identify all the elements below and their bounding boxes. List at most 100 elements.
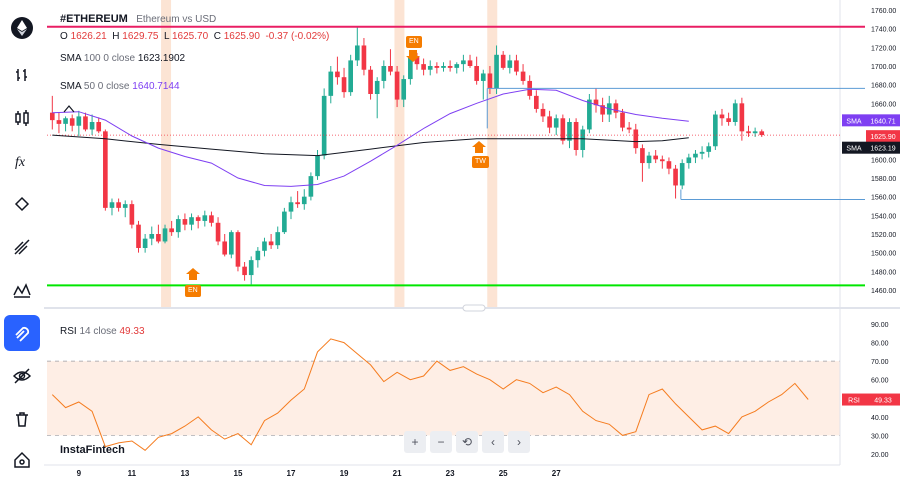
candle-body	[500, 54, 506, 68]
symbol-name[interactable]: #ETHEREUM	[60, 13, 128, 25]
candle	[136, 220, 141, 253]
rsi-tick-label: 70.00	[871, 359, 889, 366]
sma50-legend[interactable]: SMA 50 0 close 1640.7144	[60, 81, 180, 92]
candle-body	[514, 60, 519, 72]
price-tick-label: 1600.00	[871, 157, 896, 164]
candle-body	[282, 211, 287, 233]
candle	[182, 213, 188, 231]
candle	[726, 112, 731, 126]
candle	[514, 54, 519, 76]
candle-body	[83, 116, 88, 130]
logo-icon[interactable]	[4, 10, 40, 46]
candle-body	[679, 163, 685, 186]
pane-resize-handle	[462, 304, 486, 312]
candle	[156, 224, 161, 244]
symbol-description: Ethereum vs USD	[136, 14, 217, 25]
rsi-legend[interactable]: RSI 14 close 49.33	[60, 326, 145, 337]
candle-body	[613, 103, 619, 113]
home-icon[interactable]	[4, 442, 40, 478]
candle	[341, 67, 347, 98]
candle	[640, 144, 645, 182]
candle-body	[434, 66, 440, 68]
candle-body	[401, 79, 407, 100]
candle	[686, 153, 692, 169]
scroll-right-button[interactable]: ›	[508, 431, 530, 453]
candle-body	[739, 103, 745, 132]
magnet-icon[interactable]	[4, 315, 40, 351]
reset-button[interactable]: ⟲	[456, 431, 478, 453]
toolbar-sidebar: fx	[0, 0, 45, 480]
candle-body	[520, 71, 526, 81]
price-tick-label: 1680.00	[871, 83, 896, 90]
sma50-name: SMA	[60, 81, 82, 92]
candle-body	[109, 202, 115, 208]
candle-body	[122, 204, 128, 208]
candle-body	[262, 241, 267, 251]
drawing-icon[interactable]	[4, 186, 40, 222]
candle-body	[76, 116, 82, 126]
candle-body	[202, 215, 208, 221]
candle-body	[732, 103, 738, 122]
candle	[699, 146, 705, 160]
candle	[746, 125, 751, 137]
candle-body	[69, 118, 75, 126]
candle	[308, 172, 314, 201]
candle-body	[673, 168, 678, 186]
candle	[706, 142, 712, 158]
candle	[189, 213, 194, 231]
candle-body	[142, 238, 148, 248]
indicators-icon[interactable]: fx	[4, 143, 40, 179]
time-tick-label: 25	[499, 469, 508, 478]
price-chart[interactable]: 1760.001740.001720.001700.001680.001660.…	[44, 0, 900, 480]
low-label: L	[164, 31, 170, 42]
entry-marker-label: EN	[185, 285, 201, 297]
sma100-legend[interactable]: SMA 100 0 close 1623.1902	[60, 53, 185, 64]
candle	[587, 94, 592, 134]
zoom-out-button[interactable]: −	[430, 431, 452, 453]
entry-marker-label: EN	[406, 36, 422, 48]
trend-tools-icon[interactable]	[4, 229, 40, 265]
candle-body	[620, 112, 625, 128]
chart-nav-bar: + − ⟲ ‹ ›	[404, 431, 530, 453]
candle	[268, 234, 274, 249]
candle-body	[354, 45, 360, 61]
candle-body	[653, 155, 658, 160]
open-value: 1626.21	[70, 31, 107, 42]
candle-body	[341, 77, 347, 93]
scroll-left-button[interactable]: ‹	[482, 431, 504, 453]
highlight-column	[487, 0, 498, 308]
candle	[480, 69, 486, 100]
candle-body	[229, 232, 234, 255]
hide-icon[interactable]	[4, 358, 40, 394]
rsi-line	[51, 338, 809, 451]
candle	[83, 112, 88, 132]
candle-body	[626, 127, 632, 130]
tw-marker-label: TW	[472, 156, 489, 168]
candle-body	[646, 155, 652, 164]
candle	[719, 108, 725, 126]
sma100-params: 100 0 close	[83, 53, 136, 64]
delete-all-icon[interactable]	[4, 401, 40, 437]
candle	[109, 198, 115, 216]
candle	[659, 155, 665, 169]
candle	[540, 103, 546, 122]
candle-body	[268, 241, 274, 246]
price-tick-label: 1500.00	[871, 251, 896, 258]
candles-icon[interactable]	[4, 100, 40, 136]
candle-body	[195, 217, 201, 221]
candle	[626, 122, 632, 134]
time-tick-label: 9	[77, 469, 82, 478]
time-tick-label: 23	[446, 469, 455, 478]
collapse-chevron-icon	[63, 105, 75, 113]
bar-type-icon[interactable]	[4, 57, 40, 93]
candle	[202, 210, 208, 227]
candle	[103, 129, 108, 211]
candle	[467, 54, 473, 68]
rsi-tick-label: 40.00	[871, 415, 889, 422]
candle	[315, 150, 320, 180]
patterns-icon[interactable]	[4, 272, 40, 308]
candle	[255, 247, 261, 268]
candle-body	[189, 217, 194, 225]
candle-body	[56, 120, 62, 124]
zoom-in-button[interactable]: +	[404, 431, 426, 453]
